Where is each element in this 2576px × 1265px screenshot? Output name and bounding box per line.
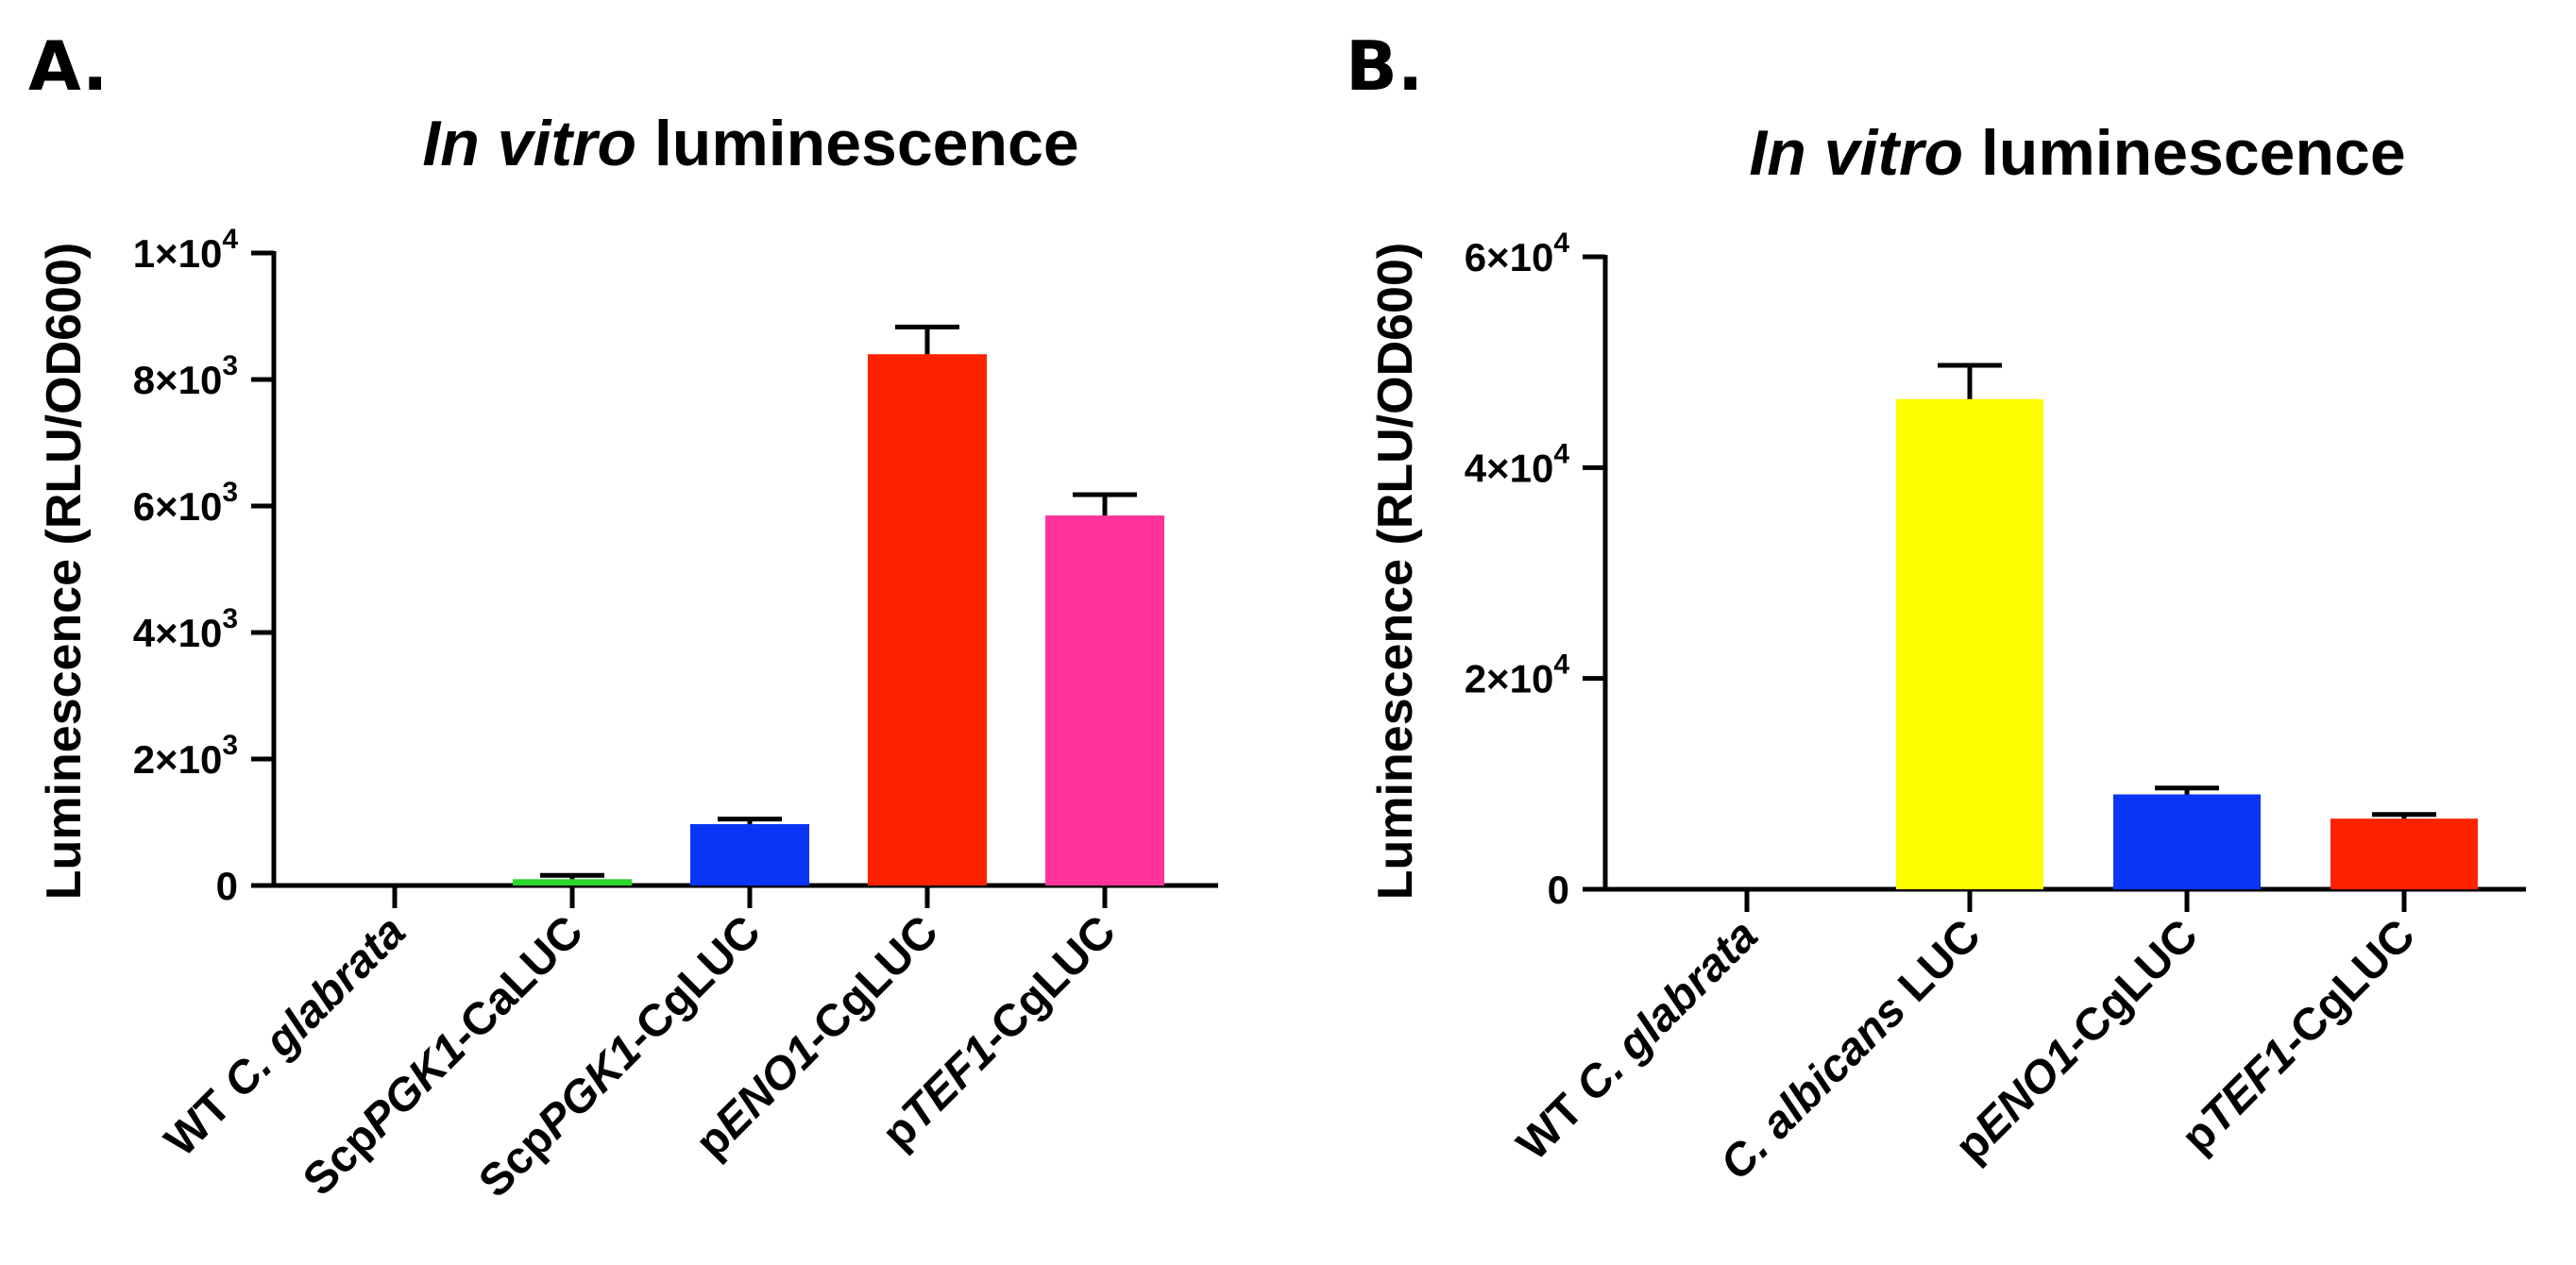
bar (2113, 794, 2261, 889)
y-tick-label: 1×104 (133, 224, 239, 276)
y-tick-label: 4×104 (1465, 438, 1570, 490)
chart-panel-b: B. In vitro luminescence Luminescence (RLU… (1346, 26, 2526, 1189)
bar (513, 879, 632, 886)
y-tick-label: 8×103 (133, 350, 238, 402)
y-tick-label: 6×103 (133, 477, 238, 529)
y-tick-label: 0 (216, 864, 238, 908)
y-tick-label: 4×103 (133, 603, 238, 655)
bar (690, 824, 809, 886)
chart-title-rest: luminescence (636, 108, 1079, 179)
y-axis-label: Luminescence (RLU/OD600) (37, 243, 92, 900)
y-tick-label: 2×103 (133, 730, 238, 782)
y-axis-label: Luminescence (RLU/OD600) (1368, 243, 1423, 900)
bar (1896, 398, 2043, 889)
chart-title: In vitro luminescence (422, 108, 1078, 179)
bar (1045, 515, 1164, 886)
chart-panel-a: A. In vitro luminescence Luminescence (RLU… (28, 26, 1218, 1207)
chart-title-rest: luminescence (1963, 117, 2406, 189)
panel-label: B. (1346, 26, 1423, 106)
y-tick-label: 6×104 (1465, 228, 1570, 279)
chart-title: In vitro luminescence (1749, 117, 2405, 189)
chart-title-italic: In vitro (1749, 117, 1963, 189)
bar (868, 354, 987, 886)
panel-label: A. (28, 26, 108, 106)
y-tick-label: 0 (1548, 868, 1569, 912)
y-tick-label: 2×104 (1465, 649, 1570, 701)
x-category-label: WT C. glabrata (1508, 910, 1768, 1170)
bar (2330, 818, 2478, 889)
chart-title-italic: In vitro (422, 108, 636, 179)
x-category-label: pTEF1-CgLUC (2172, 910, 2425, 1163)
